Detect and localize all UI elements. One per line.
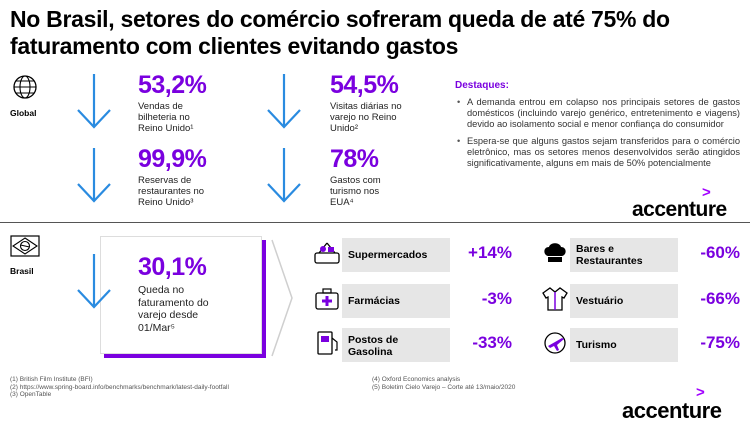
category-label-farmacias: Farmácias — [342, 284, 450, 318]
footnotes-left: (1) British Film Institute (BFI) (2) htt… — [10, 376, 229, 398]
category-value: -75% — [700, 333, 740, 352]
airplane-globe-icon — [544, 332, 566, 354]
footnotes-right: (4) Oxford Economics analysis (5) Boleti… — [372, 376, 516, 391]
stat-description: Gastos com turismo nos EUA⁴ — [330, 175, 381, 208]
basket-icon — [314, 242, 340, 264]
category-label-turismo: Turismo — [570, 328, 678, 362]
category-label-vestuario: Vestuário — [570, 284, 678, 318]
accenture-logo: > accenture — [632, 184, 727, 221]
arrow-down-icon — [77, 74, 111, 129]
stat-value: 53,2% — [138, 71, 207, 99]
gas-pump-icon — [317, 331, 338, 355]
region-label-brasil: Brasil — [10, 266, 34, 276]
brasil-stat-card — [100, 236, 262, 354]
stat-value: 99,9% — [138, 145, 207, 173]
chevron-right-icon — [271, 239, 293, 357]
arrow-down-icon — [267, 74, 301, 129]
stat-value: 30,1% — [138, 253, 207, 281]
category-label-postos-de-gasolina: Postos de Gasolina — [342, 328, 450, 362]
stat-description: Queda no faturamento do varejo desde 01/Mar… — [138, 284, 209, 334]
highlights-title: Destaques: — [455, 80, 509, 91]
category-value: -33% — [472, 333, 512, 352]
chef-hat-icon — [544, 243, 566, 262]
category-value: -66% — [700, 289, 740, 308]
section-divider — [0, 222, 750, 223]
stat-value: 78% — [330, 145, 379, 173]
stat-description: Visitas diárias no varejo no Reino Unido² — [330, 101, 402, 134]
arrow-down-icon — [77, 254, 111, 309]
page-title: No Brasil, setores do comércio sofreram … — [10, 6, 670, 59]
brazil-flag-icon — [10, 235, 40, 257]
stat-description: Reservas de restaurantes no Reino Unido³ — [138, 175, 205, 208]
globe-icon — [13, 75, 37, 99]
highlights-panel: Destaques: A demanda entrou em colapso n… — [455, 80, 740, 175]
first-aid-icon — [315, 288, 339, 310]
highlight-item: Espera-se que alguns gastos sejam transf… — [455, 136, 740, 169]
jacket-icon — [542, 287, 568, 311]
category-label-supermercados: Supermercados — [342, 238, 450, 272]
logo-mark-icon: > — [696, 384, 705, 401]
arrow-down-icon — [267, 148, 301, 203]
accenture-logo-footer: > accenture — [622, 384, 722, 423]
category-label-bares-e-restaurantes: Bares e Restaurantes — [570, 238, 678, 272]
category-value: -3% — [481, 289, 512, 308]
highlight-item: A demanda entrou em colapso nos principa… — [455, 97, 740, 130]
stat-value: 54,5% — [330, 71, 399, 99]
stat-description: Vendas de bilheteria no Reino Unido¹ — [138, 101, 194, 134]
arrow-down-icon — [77, 148, 111, 203]
category-value: +14% — [468, 243, 512, 262]
region-label-global: Global — [10, 108, 37, 118]
logo-mark-icon: > — [702, 184, 711, 201]
category-value: -60% — [700, 243, 740, 262]
